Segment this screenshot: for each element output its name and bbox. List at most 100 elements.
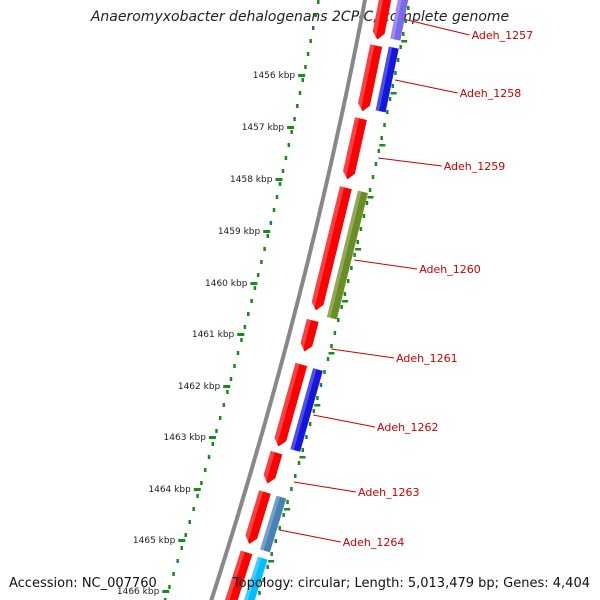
gene-highlight bbox=[290, 368, 317, 451]
tick-dot bbox=[337, 318, 340, 322]
position-marker-label: 1465 kbp bbox=[133, 536, 176, 546]
tick-dot bbox=[333, 331, 337, 335]
tick-dot bbox=[262, 578, 265, 582]
backbone-line bbox=[209, 0, 368, 600]
position-tick bbox=[162, 590, 170, 593]
tick-dot bbox=[243, 325, 247, 329]
tick-dot bbox=[211, 442, 215, 446]
tick-dot bbox=[383, 123, 386, 127]
major-tick bbox=[314, 404, 321, 407]
tick-dot bbox=[340, 305, 343, 309]
position-tick bbox=[263, 230, 271, 233]
tick-dot bbox=[266, 565, 269, 569]
tick-dot bbox=[215, 429, 218, 433]
tick-dot bbox=[404, 19, 408, 23]
tick-dot bbox=[359, 227, 363, 231]
tick-dot bbox=[298, 91, 302, 95]
tick-dot bbox=[305, 435, 308, 439]
feature-block bbox=[290, 367, 324, 453]
tick-dot bbox=[282, 513, 285, 517]
tick-dot bbox=[270, 552, 273, 556]
gene-leader-line bbox=[293, 481, 357, 493]
tick-dot bbox=[184, 533, 187, 537]
tick-dot bbox=[377, 149, 381, 153]
tick-dot bbox=[256, 273, 260, 277]
feature-block bbox=[241, 556, 268, 600]
tick-dot bbox=[168, 585, 171, 589]
gene-leader-line bbox=[313, 414, 376, 428]
forward-gene bbox=[371, 0, 394, 40]
position-tick bbox=[237, 333, 245, 336]
gene-leader-line bbox=[354, 259, 418, 270]
major-tick bbox=[379, 144, 386, 147]
tick-dot bbox=[391, 84, 395, 88]
tick-dot bbox=[304, 65, 307, 69]
tick-dot bbox=[272, 208, 276, 212]
tick-dot bbox=[317, 0, 320, 4]
gene-leader-line bbox=[279, 529, 341, 543]
tick-dot bbox=[401, 32, 405, 36]
tick-dot bbox=[316, 396, 319, 400]
gene-arrow bbox=[263, 450, 283, 484]
tick-dot bbox=[236, 351, 240, 355]
position-tick bbox=[287, 126, 295, 129]
gene-highlight bbox=[371, 0, 386, 40]
position-marker-label: 1457 kbp bbox=[242, 123, 285, 133]
major-tick bbox=[328, 352, 335, 355]
tick-dot bbox=[172, 572, 175, 576]
tick-dot bbox=[365, 201, 369, 205]
gene-arrow bbox=[300, 318, 319, 352]
tick-dot bbox=[240, 338, 243, 342]
tick-dot bbox=[396, 58, 400, 62]
tick-dot bbox=[319, 383, 323, 387]
feature-block bbox=[259, 495, 287, 553]
feature-block bbox=[326, 190, 369, 320]
gene-arrow bbox=[245, 490, 272, 545]
gene-highlight bbox=[243, 490, 264, 544]
accession-text: Accession: NC_007760 bbox=[9, 576, 157, 591]
gene-highlight bbox=[298, 318, 312, 352]
tick-dot bbox=[293, 474, 297, 478]
gene-highlight bbox=[222, 550, 245, 600]
tick-dot bbox=[266, 234, 270, 238]
tick-dot bbox=[258, 591, 261, 595]
tick-dot bbox=[371, 175, 375, 179]
tick-dot bbox=[286, 500, 289, 504]
gene-label: Adeh_1261 bbox=[396, 352, 458, 365]
gene-highlight bbox=[327, 190, 362, 318]
gene-highlight bbox=[260, 495, 280, 551]
tick-dot bbox=[290, 487, 293, 491]
gene-label: Adeh_1259 bbox=[444, 160, 506, 173]
gene-block bbox=[375, 46, 399, 113]
position-marker-label: 1460 kbp bbox=[205, 279, 248, 289]
major-tick bbox=[268, 560, 275, 563]
gene-highlight bbox=[272, 362, 300, 446]
gene-block bbox=[241, 556, 268, 600]
tick-dot bbox=[306, 52, 310, 56]
gene-arrow bbox=[342, 117, 368, 180]
tick-dot bbox=[278, 182, 282, 186]
gene-leader-line bbox=[378, 157, 442, 167]
tick-dot bbox=[293, 117, 296, 121]
forward-gene bbox=[341, 117, 368, 180]
gene-label: Adeh_1257 bbox=[472, 29, 534, 42]
tick-dot bbox=[374, 162, 378, 166]
tick-dot bbox=[188, 520, 191, 524]
position-marker-label: 1466 kbp bbox=[117, 587, 160, 597]
tick-dot bbox=[399, 45, 402, 49]
position-marker-label: 1459 kbp bbox=[218, 227, 261, 237]
tick-dot bbox=[297, 461, 301, 465]
tick-dot bbox=[218, 416, 222, 420]
tick-dot bbox=[296, 104, 299, 108]
position-marker-label: 1464 kbp bbox=[148, 485, 191, 495]
tick-dot bbox=[350, 266, 353, 270]
position-marker-label: 1462 kbp bbox=[178, 382, 221, 392]
gene-label: Adeh_1260 bbox=[419, 263, 481, 276]
gene-arrow bbox=[357, 44, 383, 112]
gene-highlight bbox=[310, 186, 345, 310]
position-marker-label: 1461 kbp bbox=[192, 330, 235, 340]
tick-dot bbox=[314, 13, 318, 17]
gene-arrow bbox=[372, 0, 394, 40]
